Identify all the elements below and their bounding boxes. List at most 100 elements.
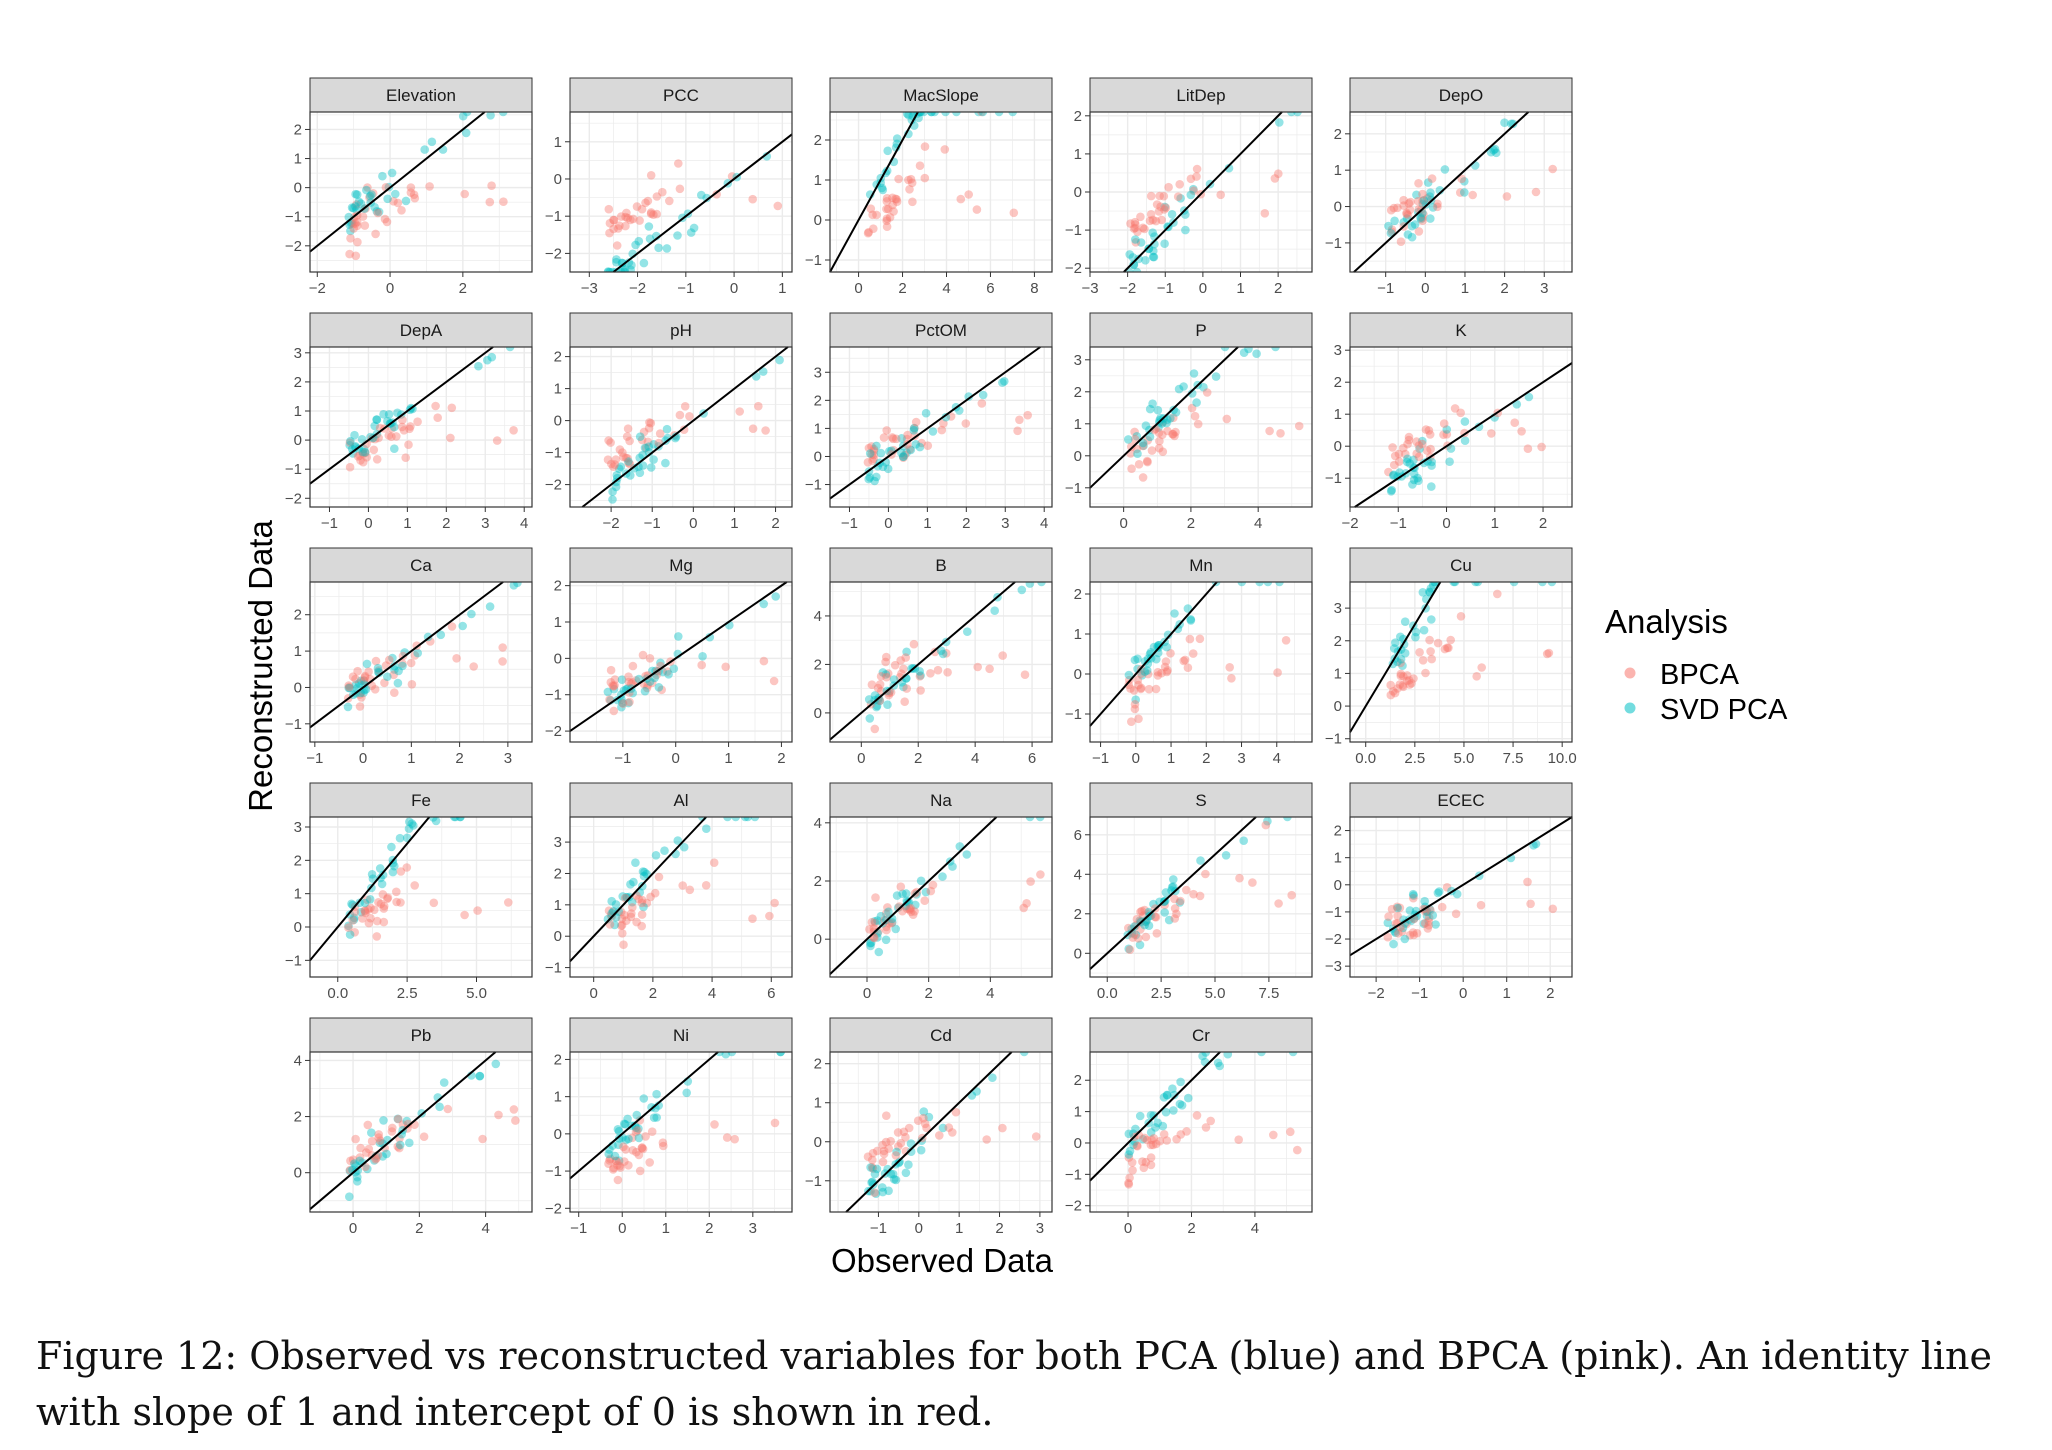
point-bpca (637, 435, 647, 445)
point-bpca (1189, 186, 1198, 195)
point-svd-pca (1257, 1052, 1266, 1057)
y-tick-label: 1 (1334, 162, 1342, 179)
point-svd-pca (1403, 230, 1413, 239)
point-svd-pca (878, 1187, 888, 1197)
point-svd-pca (1198, 1052, 1207, 1061)
point-svd-pca (1490, 144, 1500, 154)
point-bpca (1399, 672, 1408, 681)
identity-line (569, 581, 788, 732)
point-bpca (487, 181, 496, 190)
point-bpca (1387, 227, 1396, 237)
x-tick-label: 4 (1040, 515, 1048, 532)
point-svd-pca (721, 1052, 731, 1059)
point-bpca (904, 175, 913, 185)
point-svd-pca (664, 670, 673, 679)
strip (1089, 782, 1313, 818)
y-tick-label: 1 (1334, 406, 1342, 423)
plot-area (1350, 347, 1572, 507)
panel-border (829, 581, 1053, 743)
point-svd-pca (353, 1177, 362, 1186)
point-bpca (1188, 649, 1198, 658)
point-svd-pca (1145, 432, 1155, 442)
point-svd-pca (1025, 817, 1035, 822)
point-bpca (895, 902, 904, 911)
point-svd-pca (892, 891, 902, 900)
plot-area (830, 582, 1052, 742)
point-svd-pca (388, 867, 398, 877)
point-svd-pca (727, 1052, 737, 1057)
point-svd-pca (1389, 471, 1398, 480)
point-bpca (1404, 432, 1414, 442)
point-bpca (492, 436, 502, 445)
gridlines (829, 347, 1052, 507)
point-bpca (1451, 909, 1461, 919)
point-svd-pca (349, 913, 359, 923)
point-svd-pca (654, 243, 663, 253)
point-bpca (1151, 216, 1161, 226)
x-tick-label: −1 (1092, 750, 1109, 767)
gridlines (1090, 582, 1313, 742)
point-svd-pca (1176, 1077, 1185, 1087)
panel-border (309, 111, 533, 273)
point-bpca (1150, 912, 1160, 922)
point-svd-pca (924, 1112, 934, 1122)
point-bpca (1159, 1130, 1169, 1139)
point-svd-pca (614, 464, 624, 474)
point-svd-pca (1428, 203, 1438, 212)
point-bpca (1130, 435, 1140, 444)
point-svd-pca (669, 664, 679, 673)
y-tick-label: 2 (814, 873, 822, 890)
point-svd-pca (1138, 1134, 1148, 1144)
point-svd-pca (1183, 604, 1193, 613)
x-tick-label: −1 (1411, 985, 1428, 1002)
point-bpca (1151, 1139, 1161, 1149)
point-svd-pca (1162, 1090, 1172, 1100)
point-svd-pca (1398, 661, 1407, 670)
point-svd-pca (467, 609, 476, 619)
point-bpca (1502, 192, 1512, 201)
point-svd-pca (1275, 118, 1284, 127)
point-svd-pca (1124, 670, 1134, 680)
point-bpca (1142, 1135, 1152, 1145)
point-bpca (655, 429, 665, 438)
point-bpca (622, 208, 631, 218)
panel-title: ECEC (1437, 791, 1484, 810)
point-svd-pca (921, 408, 931, 418)
x-tick-label: −1 (841, 515, 858, 532)
point-svd-pca (1409, 475, 1419, 485)
point-svd-pca (1500, 118, 1509, 127)
point-bpca (1424, 913, 1434, 922)
x-tick-label: −1 (870, 1220, 887, 1237)
y-tick-label: 0 (1334, 438, 1342, 455)
y-tick-label: −2 (545, 245, 562, 262)
point-svd-pca (1442, 425, 1452, 434)
point-bpca (1140, 1133, 1149, 1143)
panel-border (1089, 816, 1313, 978)
point-svd-pca (899, 682, 908, 692)
point-bpca (933, 665, 943, 675)
x-tick-label: 0 (854, 280, 862, 297)
point-svd-pca (750, 817, 760, 822)
y-tick-label: −1 (1065, 222, 1082, 239)
point-bpca (410, 881, 420, 890)
point-svd-pca (1460, 177, 1469, 186)
y-tick-label: 0 (814, 212, 822, 229)
point-svd-pca (1137, 671, 1147, 680)
point-svd-pca (881, 670, 891, 679)
point-bpca (1130, 704, 1140, 714)
point-bpca (868, 210, 877, 220)
point-bpca (1146, 1153, 1156, 1162)
point-bpca (911, 417, 921, 427)
point-svd-pca (1255, 582, 1264, 587)
point-bpca (351, 1134, 360, 1144)
point-bpca (1390, 688, 1400, 698)
point-svd-pca (916, 671, 925, 680)
point-svd-pca (1163, 630, 1173, 640)
point-bpca (1170, 914, 1180, 923)
point-svd-pca (873, 461, 883, 471)
point-bpca (1137, 906, 1147, 916)
panel-border (309, 346, 533, 508)
point-bpca (392, 887, 401, 897)
